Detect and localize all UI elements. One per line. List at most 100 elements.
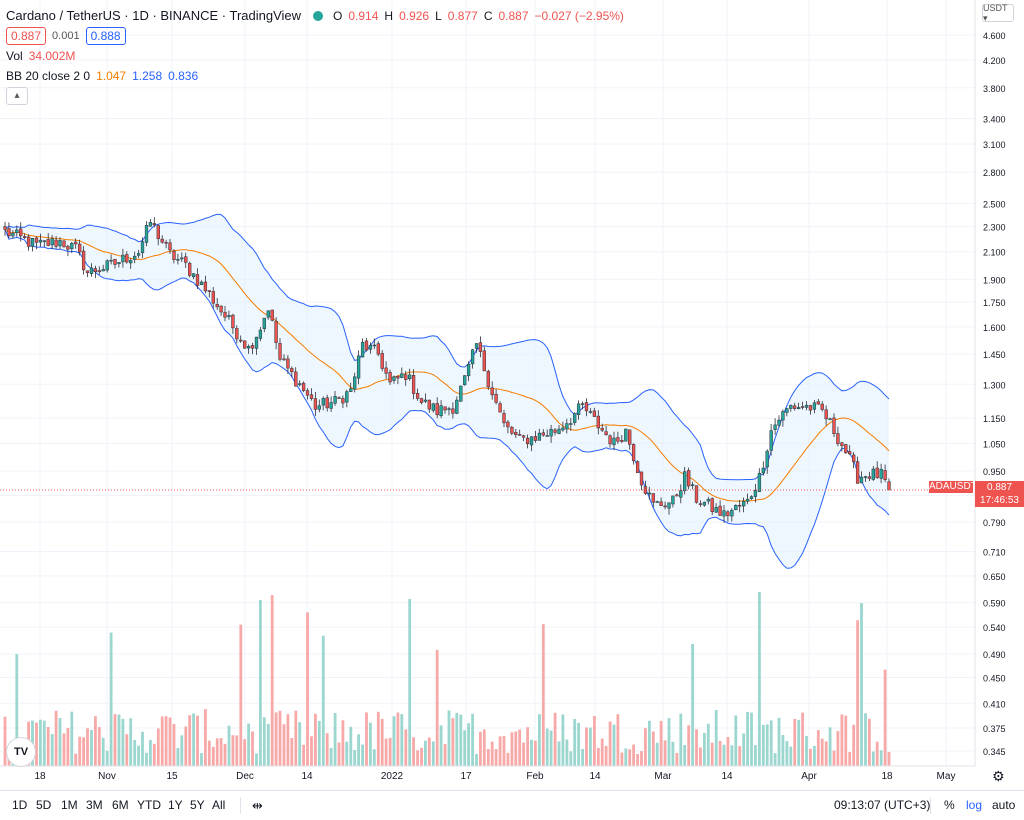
volume-bar [797, 719, 801, 766]
candle-body [525, 437, 530, 445]
log-toggle[interactable]: log [966, 798, 983, 812]
timeframe-1m[interactable]: 1M [61, 798, 78, 812]
volume-bar [510, 732, 514, 766]
buy-price-button[interactable]: 0.888 [85, 27, 126, 45]
chevron-up-icon[interactable]: ▴ [6, 87, 28, 105]
price-tick-label: 1.150 [983, 414, 1006, 424]
candle-body [679, 490, 683, 498]
volume-bar [329, 747, 333, 766]
volume-bar [553, 712, 557, 766]
volume-bar [392, 716, 396, 766]
volume-bar [192, 713, 195, 766]
percent-toggle[interactable]: % [944, 798, 955, 812]
candle-body [742, 501, 746, 507]
volume-bar [816, 730, 820, 766]
calendar-range-icon[interactable]: ⇹ [252, 798, 263, 813]
candle-body [321, 398, 325, 406]
spread-value: 0.001 [52, 30, 80, 42]
candle-body [54, 239, 58, 247]
ohlc-low-value: 0.877 [447, 9, 478, 23]
timeframe-ytd[interactable]: YTD [137, 798, 161, 812]
volume-bar [54, 710, 58, 766]
candle-body [195, 274, 200, 286]
candle-body [871, 468, 875, 480]
timeframe-all[interactable]: All [212, 798, 226, 812]
time-tick-label: Nov [98, 771, 116, 782]
timeframe-6m[interactable]: 6M [112, 798, 129, 812]
bb-legend-row[interactable]: BB 20 close 2 0 1.047 1.258 0.836 [6, 66, 624, 86]
volume-bar [820, 738, 824, 766]
sell-price-button[interactable]: 0.887 [6, 27, 47, 45]
candle-body [604, 431, 608, 435]
volume-bar [502, 736, 506, 766]
volume-bar [494, 749, 498, 766]
candle-body [553, 429, 557, 433]
volume-bar [333, 713, 337, 766]
volume-bar [628, 749, 632, 766]
time-tick-label: 14 [721, 771, 733, 782]
auto-toggle[interactable]: auto [992, 798, 1016, 812]
candle-body [612, 437, 616, 446]
gear-icon[interactable]: ⚙ [992, 768, 1005, 784]
volume-bar [353, 750, 357, 766]
timeframe-3m[interactable]: 3M [86, 798, 103, 812]
price-tick-label: 1.300 [983, 380, 1006, 390]
volume-bar [518, 729, 522, 766]
candle-body [478, 342, 483, 352]
volume-bar [636, 754, 639, 766]
candle-body [184, 256, 188, 263]
volume-bar [42, 720, 46, 766]
candle-body [506, 421, 510, 428]
candle-body [11, 232, 15, 237]
candle-body [376, 343, 380, 355]
symbol-price-label: ADAUSDT [929, 481, 977, 493]
candle-body [439, 405, 443, 417]
volume-bar [420, 747, 423, 766]
volume-bar [424, 740, 427, 766]
chart-area[interactable]: 4.600 4.200 3.800 3.400 3.100 2.800 2.500 2.300… [0, 0, 1024, 790]
volume-bar [204, 709, 207, 766]
volume-bar [467, 723, 470, 766]
price-tick-label: 1.450 [983, 350, 1006, 360]
candle-body [70, 243, 74, 249]
tradingview-logo-icon[interactable]: TV [6, 737, 36, 767]
volume-legend-row[interactable]: Vol 34.002M [6, 46, 624, 66]
timeframe-1y[interactable]: 1Y [168, 798, 183, 812]
symbol-title[interactable]: Cardano / TetherUS · 1D · BINANCE · Trad… [6, 8, 302, 23]
bb-basis-value: 1.047 [96, 69, 127, 83]
volume-bar [149, 739, 152, 766]
clock-time[interactable]: 09:13:07 (UTC+3) [834, 798, 931, 812]
volume-bar [475, 753, 478, 766]
candle-body [828, 418, 832, 420]
ohlc-low-label: L [435, 9, 442, 23]
volume-bar [74, 753, 78, 766]
volume-bar [310, 736, 313, 766]
volume-bar [50, 734, 54, 766]
candle-body [97, 270, 101, 273]
candle-body [353, 376, 357, 390]
volume-bar [97, 727, 101, 766]
ohlc-high-label: H [384, 9, 394, 23]
price-tick-label: 0.450 [983, 674, 1006, 684]
volume-bar [113, 714, 117, 766]
candle-body [529, 436, 534, 446]
timeframe-5y[interactable]: 5Y [190, 798, 205, 812]
price-tick-label: 0.650 [983, 572, 1006, 582]
volume-bar [538, 714, 541, 766]
candle-body [246, 345, 251, 349]
volume-bar [396, 712, 400, 766]
volume-bar [852, 724, 856, 766]
volume-bar [486, 749, 490, 766]
volume-bar [793, 719, 797, 766]
timeframe-1d[interactable]: 1D [12, 798, 28, 812]
volume-bar [384, 738, 388, 766]
candle-body [368, 345, 373, 350]
currency-select[interactable]: USDT ▾ [982, 3, 1014, 23]
candle-body [58, 240, 62, 247]
timeframe-5d[interactable]: 5D [36, 798, 52, 812]
volume-bar [78, 736, 82, 766]
candle-body [596, 415, 600, 429]
volume-bar [879, 750, 883, 766]
candle-body [113, 258, 117, 265]
candle-body [243, 340, 247, 349]
